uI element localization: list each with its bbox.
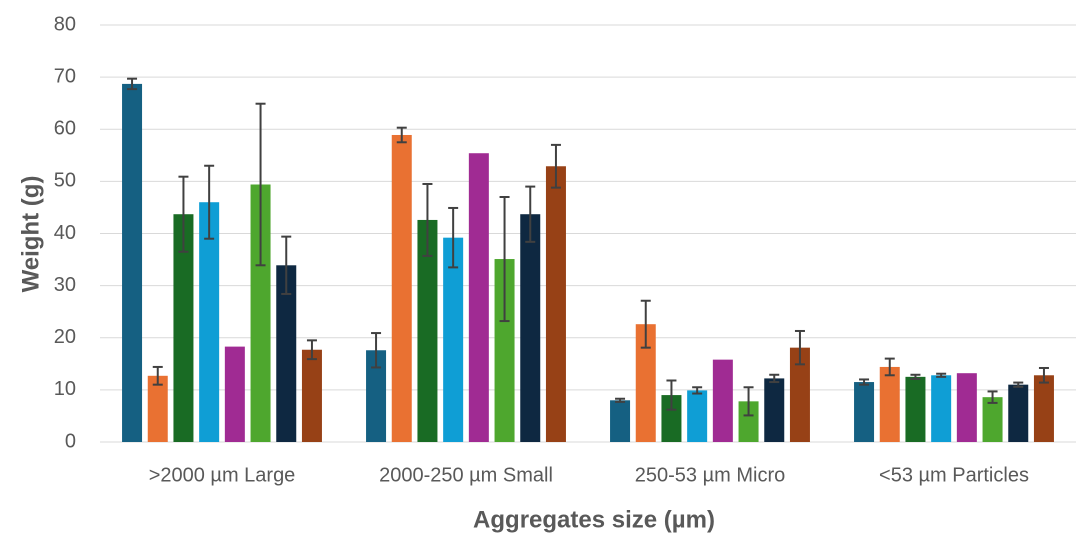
bar	[879, 366, 900, 442]
bar	[199, 202, 220, 442]
bar	[956, 373, 977, 442]
bar	[1008, 384, 1029, 442]
x-axis-title: Aggregates size (µm)	[473, 506, 715, 533]
bar	[276, 265, 297, 442]
y-axis-tick-labels: 0 10 20 30 40 50 60 70 80	[54, 13, 76, 452]
bar	[545, 166, 566, 443]
bar	[122, 83, 143, 443]
bar	[417, 219, 438, 442]
bar	[173, 214, 194, 442]
gridlines	[100, 24, 1076, 443]
bar	[635, 324, 656, 442]
x-tick-label: 2000-250 µm Small	[379, 464, 553, 486]
bar	[250, 184, 271, 442]
y-axis-title: Weight (g)	[17, 176, 44, 293]
y-tick-label: 30	[54, 274, 76, 296]
bar	[224, 346, 245, 442]
y-tick-label: 80	[54, 13, 76, 35]
bars	[122, 83, 1054, 443]
bar	[468, 153, 489, 443]
error-bars	[127, 77, 1049, 417]
bar	[789, 347, 810, 442]
bar	[661, 395, 682, 442]
y-tick-label: 0	[65, 430, 76, 452]
y-tick-label: 10	[54, 378, 76, 400]
bar	[931, 375, 952, 442]
x-axis-tick-labels: >2000 µm Large 2000-250 µm Small 250-53 µm…	[149, 464, 1029, 486]
y-tick-label: 70	[54, 65, 76, 87]
bar	[147, 375, 168, 442]
bar	[982, 397, 1003, 442]
bar	[712, 359, 733, 442]
bar	[610, 400, 631, 442]
bar	[301, 349, 322, 442]
y-tick-label: 60	[54, 118, 76, 140]
bar	[905, 376, 926, 442]
bar	[366, 350, 387, 442]
bar	[764, 378, 785, 442]
bar	[494, 259, 515, 442]
bar	[687, 390, 708, 442]
bar	[520, 214, 541, 442]
y-tick-label: 40	[54, 222, 76, 244]
x-tick-label: >2000 µm Large	[149, 464, 296, 486]
bar	[391, 134, 412, 442]
y-tick-label: 20	[54, 326, 76, 348]
bar	[443, 237, 464, 442]
bar	[738, 401, 759, 442]
y-tick-label: 50	[54, 170, 76, 192]
bar	[1033, 375, 1054, 442]
bar	[854, 382, 875, 442]
x-tick-label: <53 µm Particles	[879, 464, 1029, 486]
x-tick-label: 250-53 µm Micro	[635, 464, 785, 486]
